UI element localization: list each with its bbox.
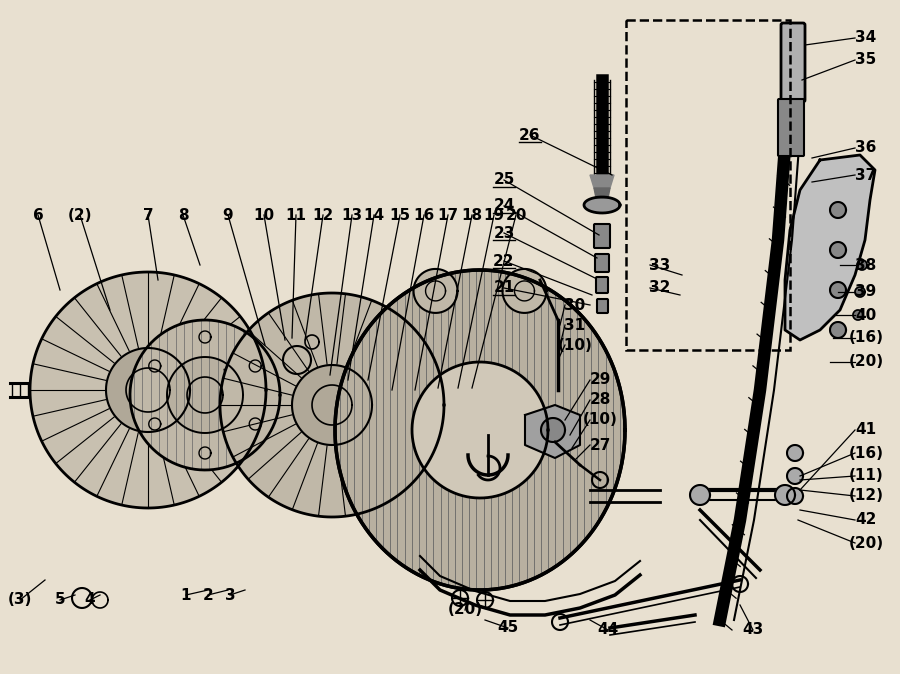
Text: 45: 45 (498, 621, 518, 636)
Text: 11: 11 (285, 208, 307, 222)
Text: 1: 1 (181, 588, 191, 603)
Text: (20): (20) (849, 536, 884, 551)
Text: 9: 9 (222, 208, 233, 222)
Polygon shape (130, 320, 280, 470)
Text: (12): (12) (849, 489, 884, 503)
FancyBboxPatch shape (594, 224, 610, 248)
Polygon shape (857, 260, 867, 270)
Polygon shape (787, 468, 803, 484)
Text: (20): (20) (849, 355, 884, 369)
Polygon shape (541, 418, 565, 442)
Text: 39: 39 (855, 284, 877, 299)
Text: 25: 25 (493, 173, 515, 187)
Polygon shape (590, 175, 614, 188)
Text: (16): (16) (849, 446, 884, 460)
Text: 33: 33 (650, 257, 670, 272)
Polygon shape (502, 269, 546, 313)
Text: 40: 40 (855, 307, 877, 322)
Text: 8: 8 (177, 208, 188, 222)
Polygon shape (584, 197, 620, 213)
Polygon shape (830, 322, 846, 338)
Text: 43: 43 (742, 623, 763, 638)
Text: (3): (3) (8, 592, 32, 607)
Polygon shape (525, 405, 580, 458)
FancyBboxPatch shape (596, 277, 608, 293)
Text: 30: 30 (564, 297, 586, 313)
Polygon shape (283, 346, 311, 374)
Polygon shape (292, 365, 372, 445)
Polygon shape (30, 272, 266, 508)
Text: 42: 42 (855, 512, 877, 528)
Polygon shape (853, 310, 863, 320)
Text: 17: 17 (437, 208, 459, 222)
Text: 29: 29 (590, 373, 611, 388)
Text: 3: 3 (225, 588, 235, 603)
Polygon shape (305, 335, 319, 349)
Bar (626, 20, 790, 350)
Text: 5: 5 (55, 592, 66, 607)
Text: (16): (16) (849, 330, 884, 346)
Text: 10: 10 (254, 208, 274, 222)
Polygon shape (413, 269, 457, 313)
Text: 19: 19 (483, 208, 505, 222)
FancyBboxPatch shape (781, 23, 805, 102)
Text: 13: 13 (341, 208, 363, 222)
Text: 28: 28 (590, 392, 611, 408)
Text: 7: 7 (143, 208, 153, 222)
Polygon shape (335, 270, 625, 590)
FancyBboxPatch shape (597, 299, 608, 313)
Text: 41: 41 (855, 423, 877, 437)
Text: 14: 14 (364, 208, 384, 222)
Text: (10): (10) (582, 412, 617, 427)
Text: 44: 44 (598, 623, 618, 638)
Polygon shape (787, 488, 803, 504)
Polygon shape (775, 485, 795, 505)
Text: (11): (11) (849, 468, 884, 483)
Polygon shape (412, 362, 548, 498)
Text: 24: 24 (493, 199, 515, 214)
FancyBboxPatch shape (778, 99, 804, 156)
Polygon shape (220, 293, 444, 517)
Text: 34: 34 (855, 30, 877, 46)
Text: 37: 37 (855, 168, 877, 183)
Text: 2: 2 (202, 588, 213, 603)
Polygon shape (830, 202, 846, 218)
Text: 4: 4 (85, 592, 95, 607)
Text: (20): (20) (447, 603, 482, 617)
Polygon shape (830, 282, 846, 298)
Text: 23: 23 (493, 226, 515, 241)
Text: 18: 18 (462, 208, 482, 222)
Polygon shape (594, 188, 610, 198)
Text: 15: 15 (390, 208, 410, 222)
Text: 36: 36 (855, 140, 877, 156)
Text: 21: 21 (493, 280, 515, 295)
Polygon shape (830, 242, 846, 258)
Text: (10): (10) (558, 338, 592, 353)
Text: 26: 26 (519, 127, 541, 142)
Polygon shape (690, 485, 710, 505)
Text: 32: 32 (649, 280, 670, 295)
Text: 38: 38 (855, 257, 877, 272)
Text: 22: 22 (493, 253, 515, 268)
Text: (2): (2) (68, 208, 92, 222)
Text: 20: 20 (505, 208, 526, 222)
Text: 6: 6 (32, 208, 43, 222)
Polygon shape (785, 155, 875, 340)
Text: 12: 12 (312, 208, 334, 222)
Text: 31: 31 (564, 317, 586, 332)
Text: 35: 35 (855, 53, 877, 67)
Polygon shape (167, 357, 243, 433)
Polygon shape (787, 445, 803, 461)
Polygon shape (855, 287, 865, 297)
FancyBboxPatch shape (595, 254, 609, 272)
Polygon shape (106, 348, 190, 432)
Text: 27: 27 (590, 437, 611, 452)
Text: 16: 16 (413, 208, 435, 222)
